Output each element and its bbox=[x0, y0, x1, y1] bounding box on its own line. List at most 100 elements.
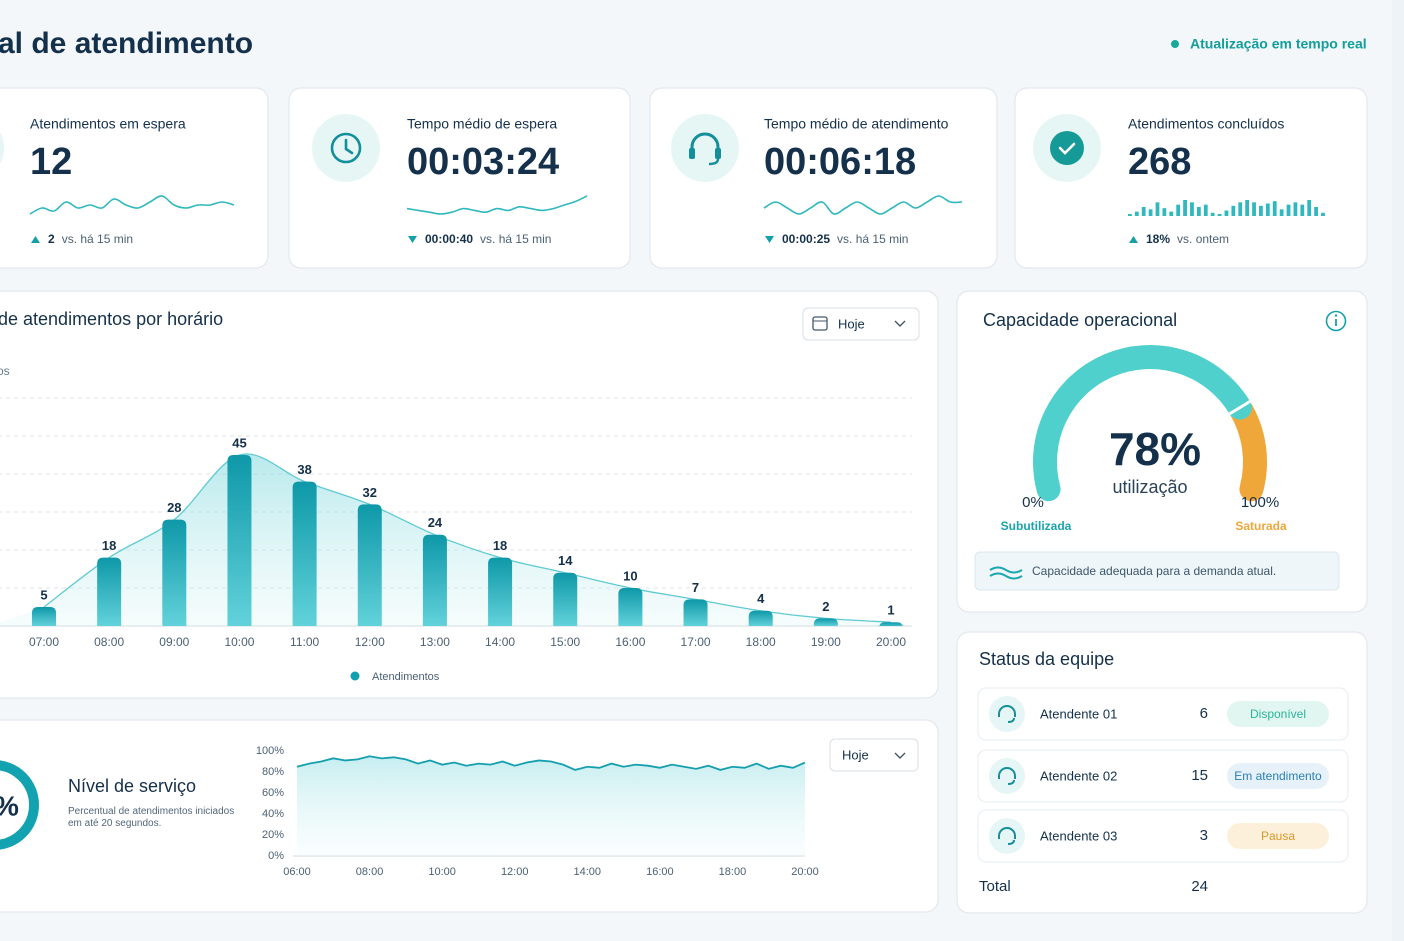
headset-icon bbox=[671, 114, 739, 182]
bar bbox=[683, 599, 708, 626]
spark-bar bbox=[1293, 202, 1298, 216]
bar bbox=[618, 588, 643, 626]
member-icon bbox=[989, 818, 1025, 854]
donut-label: % bbox=[0, 790, 19, 821]
spark-bar bbox=[1169, 211, 1174, 216]
spark-bar bbox=[1162, 208, 1167, 216]
area-line bbox=[43, 453, 892, 623]
gauge-max: 100% bbox=[1241, 494, 1279, 511]
data-label: 18 bbox=[493, 538, 507, 553]
x-tick-label: 19:00 bbox=[811, 635, 841, 649]
bar bbox=[357, 504, 382, 626]
bar bbox=[292, 481, 317, 626]
note: Capacidade adequada para a demanda atual… bbox=[1032, 564, 1276, 578]
x-tick-label: 10:00 bbox=[224, 635, 254, 649]
bar bbox=[553, 572, 578, 626]
spark-bar bbox=[1272, 201, 1277, 216]
member-name: Atendente 01 bbox=[1040, 706, 1117, 721]
bar bbox=[227, 455, 252, 626]
spark-bar bbox=[1217, 214, 1222, 216]
spark-bar bbox=[1183, 200, 1187, 216]
data-label: 5 bbox=[40, 587, 47, 602]
spark-bar bbox=[1321, 212, 1325, 216]
data-label: 24 bbox=[428, 515, 443, 530]
spark-bar bbox=[1176, 204, 1181, 216]
trend-arrow bbox=[1129, 236, 1138, 243]
data-label: 10 bbox=[623, 568, 637, 583]
data-label: 4 bbox=[757, 591, 765, 606]
sparkline bbox=[29, 195, 235, 215]
x-tick-label: 14:00 bbox=[485, 635, 515, 649]
filter-label[interactable]: Hoje bbox=[838, 316, 865, 331]
status-label: Em atendimento bbox=[1234, 769, 1322, 783]
kpi-comparison: vs. há 15 min bbox=[480, 232, 551, 246]
bar bbox=[748, 610, 773, 626]
gauge-min-caption: Subutilizada bbox=[1001, 519, 1072, 533]
y-tick-label: 80% bbox=[262, 766, 284, 778]
spark-bar bbox=[1190, 202, 1194, 216]
kpi-delta: 18% bbox=[1146, 232, 1170, 246]
x-tick-label: 12:00 bbox=[501, 866, 529, 878]
x-tick-label: 18:00 bbox=[746, 635, 776, 649]
member-headset bbox=[998, 705, 1016, 723]
check-icon bbox=[1033, 114, 1101, 182]
trend-arrow bbox=[408, 236, 417, 243]
spark-bar bbox=[1155, 202, 1160, 216]
x-tick-label: 09:00 bbox=[159, 635, 189, 649]
kpi-card bbox=[0, 87, 269, 269]
status-label: Pausa bbox=[1261, 829, 1295, 843]
spark-bar bbox=[1231, 205, 1236, 216]
x-tick-label: 18:00 bbox=[719, 866, 747, 878]
kpi-delta: 00:00:40 bbox=[425, 232, 473, 246]
x-tick-label: 11:00 bbox=[290, 635, 319, 649]
status-pill bbox=[1227, 823, 1329, 849]
kpi-label: Atendimentos em espera bbox=[30, 116, 186, 132]
x-tick-label: 16:00 bbox=[646, 866, 674, 878]
spark-bar bbox=[1286, 204, 1291, 216]
kpi-label: Tempo médio de espera bbox=[407, 116, 557, 132]
x-tick-label: 08:00 bbox=[94, 635, 124, 649]
kpi-card bbox=[1014, 87, 1368, 269]
filter-dropdown[interactable] bbox=[802, 307, 920, 341]
kpi-value: 00:06:18 bbox=[764, 141, 916, 183]
gauge-split bbox=[1227, 399, 1253, 417]
x-tick-label: 08:00 bbox=[356, 866, 384, 878]
y-tick-label: 0% bbox=[268, 850, 284, 862]
member-name: Atendente 02 bbox=[1040, 768, 1117, 783]
data-label: 7 bbox=[692, 580, 699, 595]
total-label: Total bbox=[979, 878, 1011, 895]
trend-arrow bbox=[31, 236, 40, 243]
data-label: 18 bbox=[102, 538, 116, 553]
page-title: al de atendimento bbox=[0, 27, 253, 60]
spark-bar bbox=[1148, 209, 1153, 216]
data-label: 2 bbox=[822, 599, 829, 614]
info-icon[interactable] bbox=[1325, 310, 1347, 332]
spark-bar bbox=[1245, 200, 1250, 216]
service-subtitle: Percentual de atendimentos iniciados em … bbox=[68, 806, 235, 829]
bar bbox=[97, 557, 122, 626]
y-tick-label: 40% bbox=[262, 808, 284, 820]
spark-bar bbox=[1314, 207, 1318, 216]
member-headset bbox=[998, 827, 1016, 845]
spark-bar bbox=[1141, 207, 1146, 216]
status-pill bbox=[1227, 701, 1329, 727]
y-tick-label: 20% bbox=[262, 829, 284, 841]
spark-bar bbox=[1252, 202, 1256, 216]
x-tick-label: 20:00 bbox=[791, 866, 819, 878]
gauge-card bbox=[956, 290, 1368, 613]
live-dot bbox=[1171, 40, 1179, 48]
sparkline bbox=[763, 195, 963, 215]
bar bbox=[162, 519, 187, 626]
wave-icon bbox=[989, 566, 1023, 580]
member-count: 6 bbox=[1200, 705, 1208, 722]
spark-bar bbox=[1210, 212, 1215, 216]
filter-dropdown[interactable] bbox=[829, 738, 919, 772]
spark-bar bbox=[1128, 214, 1132, 216]
kpi-label: Atendimentos concluídos bbox=[1128, 116, 1284, 132]
spark-bar bbox=[1300, 204, 1305, 216]
filter-label[interactable]: Hoje bbox=[842, 747, 869, 762]
y-tick-label: 100% bbox=[256, 745, 284, 757]
member-icon bbox=[989, 758, 1025, 794]
member-count: 3 bbox=[1200, 827, 1208, 844]
